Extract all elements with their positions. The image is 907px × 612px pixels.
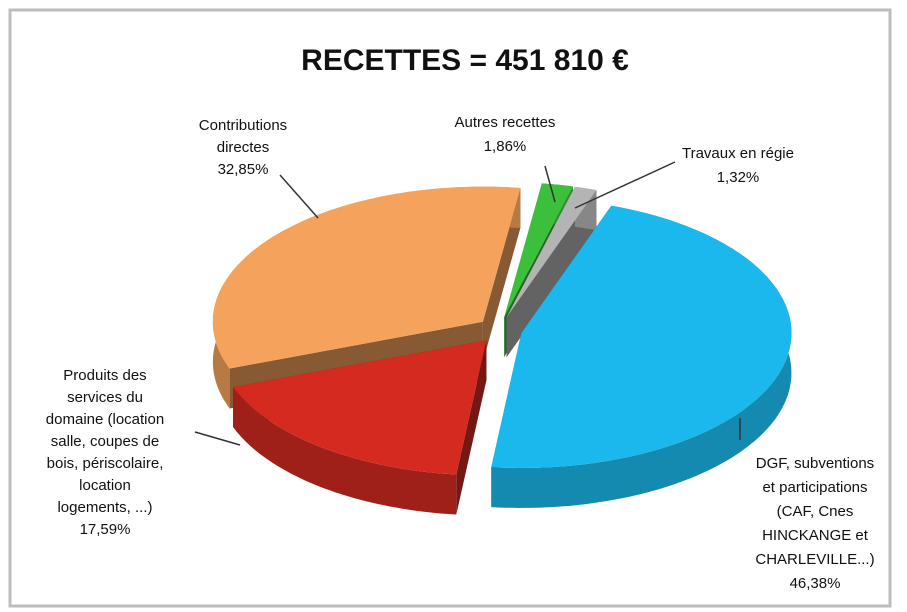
slice-label: Autres recettes [455,114,556,131]
slice-label-line: Autres recettes [455,114,556,131]
slice-side [491,205,792,508]
slice [233,340,487,475]
slice-label-line: CHARLEVILLE...) [755,551,874,568]
slice-side [482,188,521,362]
slice-label-line: Produits des [63,367,146,384]
slice-label-line: logements, ...) [57,499,152,516]
slice-label-line: bois, périscolaire, [47,455,164,472]
slice-label: Travaux en régie [682,145,794,162]
slice-label-line: salle, coupes de [51,433,159,450]
value-label: 1,86% [484,138,527,155]
value-label: 17,59% [80,521,131,538]
leader-line [544,165,556,203]
slice-label-line: DGF, subventions [756,455,874,472]
slice-label: Contributions directes [199,117,287,156]
slice-label-line: location [79,477,131,494]
leader-line [279,174,319,219]
slice-side [233,387,457,515]
leader-line [194,431,241,446]
slice [212,186,521,369]
slice-label-line: Contributions [199,117,287,134]
slice-label-line: directes [217,139,270,156]
slice-label-line: Travaux en régie [682,145,794,162]
value-label: 1,32% [717,169,760,186]
value-label: 32,85% [218,161,269,178]
slice-label: DGF, subventions et participations (CAF, C… [755,455,874,568]
value-label: 46,38% [790,575,841,592]
slice-side [506,190,597,358]
slice-label-line: HINCKANGE et [762,527,869,544]
slice-label-line: (CAF, Cnes [777,503,854,520]
chart-title: RECETTES = 451 810 € [301,44,629,77]
slice [506,186,597,318]
slice-label-line: et participations [762,479,867,496]
slice-label-line: services du [67,389,143,406]
leader-line [574,161,676,209]
slice-label-line: domaine (location [46,411,164,428]
slice [491,205,792,468]
slice-side [456,340,487,515]
slice-label: Produits des services du domaine (location… [46,367,164,516]
slice [504,183,573,318]
